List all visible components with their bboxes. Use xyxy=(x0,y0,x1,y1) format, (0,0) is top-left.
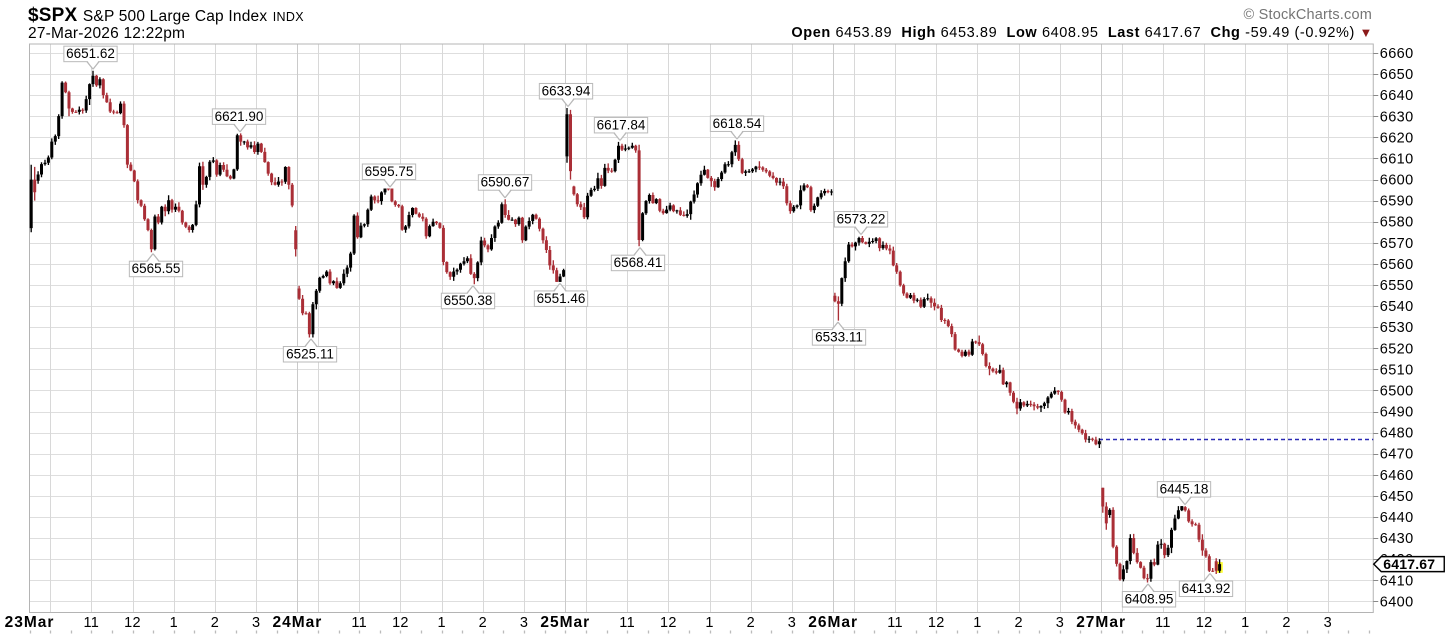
svg-text:6445.18: 6445.18 xyxy=(1160,482,1209,497)
svg-text:3: 3 xyxy=(252,615,260,631)
svg-text:24Mar: 24Mar xyxy=(272,614,322,631)
svg-text:6490: 6490 xyxy=(1380,405,1414,421)
svg-text:6590.67: 6590.67 xyxy=(481,175,530,190)
svg-text:1: 1 xyxy=(705,615,713,631)
svg-text:3: 3 xyxy=(788,615,796,631)
svg-text:2: 2 xyxy=(1014,615,1022,631)
svg-text:6510: 6510 xyxy=(1380,362,1414,378)
svg-text:1: 1 xyxy=(973,615,981,631)
svg-text:6533.11: 6533.11 xyxy=(815,330,863,345)
svg-text:6460: 6460 xyxy=(1380,468,1414,484)
svg-text:6580: 6580 xyxy=(1380,215,1414,231)
svg-text:6450: 6450 xyxy=(1380,489,1414,505)
svg-text:3: 3 xyxy=(1056,615,1064,631)
svg-text:6570: 6570 xyxy=(1380,236,1414,252)
svg-text:1: 1 xyxy=(437,615,445,631)
svg-text:6640: 6640 xyxy=(1380,88,1414,104)
svg-text:6617.84: 6617.84 xyxy=(597,117,646,132)
svg-text:1: 1 xyxy=(1241,615,1249,631)
svg-text:6620: 6620 xyxy=(1380,130,1414,146)
svg-text:12: 12 xyxy=(1196,615,1213,631)
svg-text:6410: 6410 xyxy=(1380,573,1414,589)
svg-text:6430: 6430 xyxy=(1380,531,1414,547)
svg-text:3: 3 xyxy=(1324,615,1332,631)
svg-text:6530: 6530 xyxy=(1380,320,1414,336)
svg-text:6551.46: 6551.46 xyxy=(537,291,586,306)
svg-text:6618.54: 6618.54 xyxy=(713,116,762,131)
svg-text:6408.95: 6408.95 xyxy=(1125,592,1174,607)
svg-text:6520: 6520 xyxy=(1380,341,1414,357)
svg-text:6417.67: 6417.67 xyxy=(1383,556,1435,572)
svg-text:12: 12 xyxy=(928,615,945,631)
svg-text:6595.75: 6595.75 xyxy=(365,164,414,179)
svg-text:6651.62: 6651.62 xyxy=(66,46,115,61)
svg-text:11: 11 xyxy=(887,615,903,631)
svg-text:12: 12 xyxy=(124,615,141,631)
svg-text:12: 12 xyxy=(392,615,409,631)
svg-text:6550: 6550 xyxy=(1380,278,1414,294)
svg-text:6590: 6590 xyxy=(1380,194,1414,210)
svg-text:6540: 6540 xyxy=(1380,299,1414,315)
svg-text:2: 2 xyxy=(1282,615,1290,631)
svg-text:2: 2 xyxy=(479,615,487,631)
svg-text:2: 2 xyxy=(211,615,219,631)
svg-text:23Mar: 23Mar xyxy=(5,614,55,631)
svg-text:6621.90: 6621.90 xyxy=(215,109,264,124)
svg-text:6600: 6600 xyxy=(1380,173,1414,189)
svg-text:26Mar: 26Mar xyxy=(808,614,858,631)
svg-text:6650: 6650 xyxy=(1380,67,1414,83)
svg-text:6400: 6400 xyxy=(1380,594,1414,610)
svg-text:6500: 6500 xyxy=(1380,383,1414,399)
svg-text:11: 11 xyxy=(83,615,99,631)
svg-text:6470: 6470 xyxy=(1380,447,1414,463)
svg-text:6525.11: 6525.11 xyxy=(286,347,334,362)
svg-text:6633.94: 6633.94 xyxy=(542,83,591,98)
svg-text:6630: 6630 xyxy=(1380,109,1414,125)
svg-text:27Mar: 27Mar xyxy=(1076,614,1126,631)
svg-text:6660: 6660 xyxy=(1380,46,1414,62)
svg-text:6550.38: 6550.38 xyxy=(444,293,493,308)
svg-text:6440: 6440 xyxy=(1380,510,1414,526)
svg-text:6480: 6480 xyxy=(1380,426,1414,442)
svg-text:6568.41: 6568.41 xyxy=(614,255,663,270)
svg-text:25Mar: 25Mar xyxy=(540,614,590,631)
svg-text:11: 11 xyxy=(1155,615,1171,631)
svg-text:12: 12 xyxy=(660,615,677,631)
svg-text:3: 3 xyxy=(520,615,528,631)
svg-text:11: 11 xyxy=(619,615,635,631)
svg-text:2: 2 xyxy=(747,615,755,631)
svg-text:11: 11 xyxy=(351,615,367,631)
svg-text:1: 1 xyxy=(170,615,178,631)
svg-text:6560: 6560 xyxy=(1380,257,1414,273)
svg-text:6413.92: 6413.92 xyxy=(1182,581,1231,596)
svg-text:6573.22: 6573.22 xyxy=(837,212,886,227)
svg-text:6565.55: 6565.55 xyxy=(132,261,181,276)
svg-text:6610: 6610 xyxy=(1380,151,1414,167)
